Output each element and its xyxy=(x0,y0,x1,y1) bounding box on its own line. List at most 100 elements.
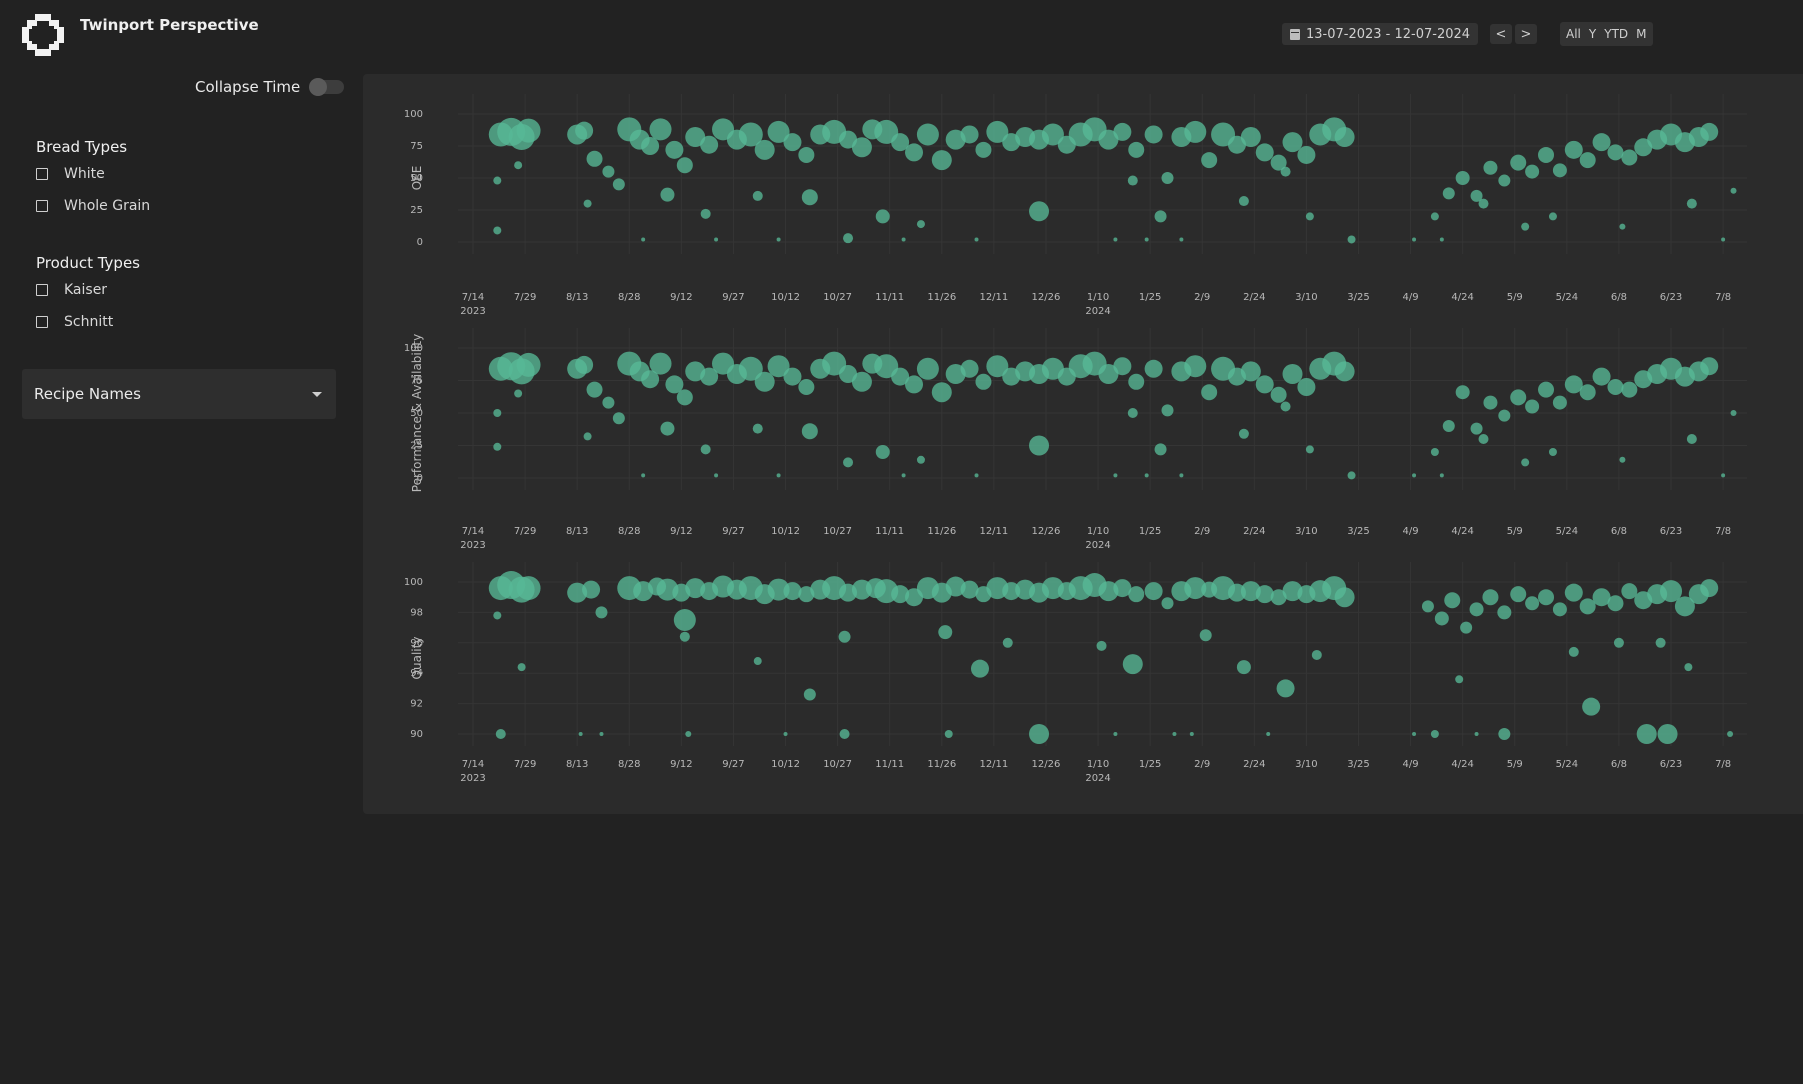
x-tick-label: 3/10 xyxy=(1295,526,1317,537)
data-point xyxy=(583,432,592,441)
data-point xyxy=(493,611,502,620)
y-tick-label: 0 xyxy=(417,237,423,248)
x-tick-label: 9/12 xyxy=(670,526,692,537)
y-tick-label: 0 xyxy=(417,473,423,484)
x-tick-label: 2/9 xyxy=(1194,526,1210,537)
range-year-button[interactable]: Y xyxy=(1588,27,1597,41)
data-point xyxy=(1128,141,1145,158)
data-point xyxy=(798,379,815,395)
data-point xyxy=(1282,132,1303,153)
data-point xyxy=(578,732,583,736)
range-ytd-button[interactable]: YTD xyxy=(1604,27,1629,41)
next-period-button[interactable]: > xyxy=(1515,24,1537,44)
data-point xyxy=(960,580,979,599)
data-point xyxy=(874,354,899,379)
checkbox[interactable] xyxy=(36,168,48,180)
data-point xyxy=(1455,171,1470,185)
data-point xyxy=(1482,589,1499,606)
data-point xyxy=(1430,730,1439,738)
checkbox[interactable] xyxy=(36,316,48,328)
product-type-schnitt[interactable]: Schnitt xyxy=(36,314,113,330)
x-tick-label: 1/25 xyxy=(1139,292,1161,303)
data-point xyxy=(1280,166,1291,177)
data-point xyxy=(1686,434,1697,444)
x-tick-label: 11/11 xyxy=(875,759,904,770)
bread-types-title: Bread Types xyxy=(36,138,128,156)
data-point xyxy=(612,412,625,425)
data-point xyxy=(974,237,979,242)
y-tick-label: 90 xyxy=(410,729,423,740)
x-tick-label: 6/23 xyxy=(1660,526,1682,537)
bread-type-whole-grain[interactable]: Whole Grain xyxy=(36,198,150,214)
data-point xyxy=(1568,646,1579,657)
x-tick-label: 3/25 xyxy=(1347,759,1369,770)
range-month-button[interactable]: M xyxy=(1636,27,1647,41)
x-tick-label: 10/12 xyxy=(771,526,800,537)
data-point xyxy=(514,161,523,170)
y-tick-label: 75 xyxy=(410,376,423,387)
data-point xyxy=(1607,379,1624,395)
x-tick-label: 4/9 xyxy=(1403,292,1419,303)
data-point xyxy=(575,121,594,140)
data-point xyxy=(1240,581,1261,602)
chevron-down-icon xyxy=(312,391,322,397)
data-point xyxy=(975,373,992,390)
data-point xyxy=(1029,435,1050,456)
data-point xyxy=(931,150,952,171)
data-point xyxy=(1444,592,1461,609)
data-point xyxy=(1297,145,1316,164)
data-point xyxy=(1184,577,1207,600)
data-point xyxy=(1098,129,1119,150)
data-point xyxy=(1498,728,1511,740)
x-year-label: 2023 xyxy=(460,540,485,551)
data-point xyxy=(1144,582,1163,601)
data-point xyxy=(905,375,924,394)
prev-period-button[interactable]: < xyxy=(1490,24,1512,44)
data-point xyxy=(851,137,872,158)
collapse-time-toggle[interactable] xyxy=(309,78,345,96)
data-point xyxy=(975,141,992,158)
data-point xyxy=(1189,732,1194,736)
data-point xyxy=(679,631,690,642)
x-tick-label: 12/11 xyxy=(979,526,1008,537)
product-types-title: Product Types xyxy=(36,254,140,272)
x-tick-label: 4/24 xyxy=(1451,526,1473,537)
x-year-label: 2024 xyxy=(1085,773,1110,784)
x-tick-label: 10/27 xyxy=(823,759,852,770)
data-point xyxy=(916,357,939,380)
toggle-knob xyxy=(309,78,328,96)
data-point xyxy=(1412,732,1417,736)
data-point xyxy=(1270,386,1287,403)
x-tick-label: 6/8 xyxy=(1611,292,1627,303)
data-point xyxy=(1276,679,1295,698)
data-point xyxy=(960,359,979,378)
y-axis-label: Quality xyxy=(410,637,424,680)
recipe-names-dropdown[interactable]: Recipe Names xyxy=(22,369,336,419)
data-point xyxy=(1172,732,1177,736)
data-point xyxy=(586,150,603,167)
data-point xyxy=(1552,163,1567,178)
data-point xyxy=(960,125,979,144)
data-point xyxy=(700,367,719,386)
x-tick-label: 5/9 xyxy=(1507,526,1523,537)
top-bar: Twinport Perspective 13-07-2023 - 12-07-… xyxy=(0,0,1803,70)
date-range-picker[interactable]: 13-07-2023 - 12-07-2024 xyxy=(1282,23,1479,45)
data-point xyxy=(1621,583,1638,600)
x-tick-label: 12/11 xyxy=(979,759,1008,770)
data-point xyxy=(1334,587,1355,608)
data-point xyxy=(752,423,763,434)
checkbox[interactable] xyxy=(36,284,48,296)
product-type-kaiser[interactable]: Kaiser xyxy=(36,282,107,298)
data-point xyxy=(612,178,625,191)
data-point xyxy=(1548,212,1557,221)
checkbox[interactable] xyxy=(36,200,48,212)
data-point xyxy=(1128,586,1145,603)
data-point xyxy=(1113,732,1118,736)
data-point xyxy=(798,146,815,163)
x-tick-label: 9/12 xyxy=(670,759,692,770)
x-tick-label: 9/27 xyxy=(722,759,744,770)
y-tick-label: 98 xyxy=(410,607,423,618)
bread-type-white[interactable]: White xyxy=(36,166,105,182)
data-point xyxy=(1236,660,1251,675)
range-all-button[interactable]: All xyxy=(1566,27,1581,41)
